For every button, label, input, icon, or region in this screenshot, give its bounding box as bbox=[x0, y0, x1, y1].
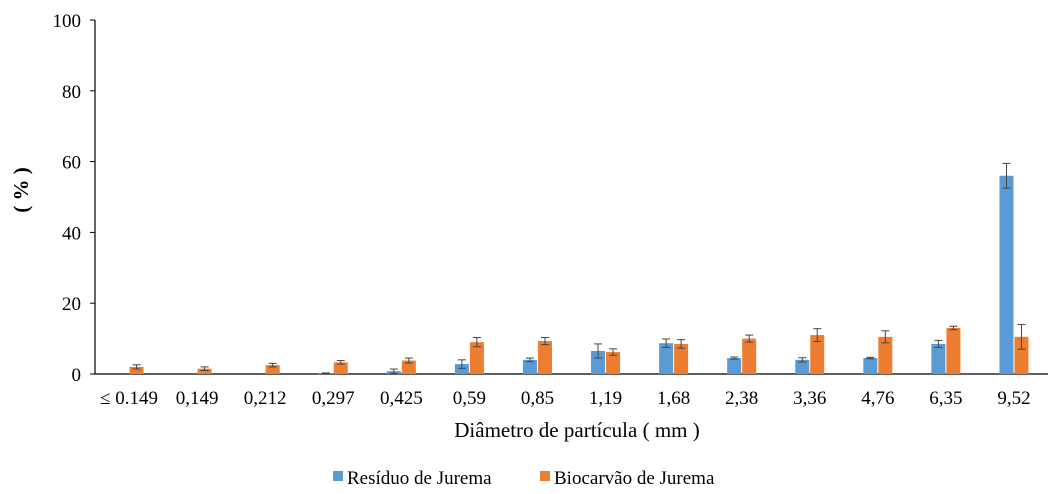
x-tick-label: 0,149 bbox=[176, 388, 219, 409]
bar-biocarvao bbox=[129, 366, 144, 374]
x-tick-label: 1,19 bbox=[589, 388, 622, 409]
bar-residuo bbox=[795, 359, 810, 374]
bar-residuo bbox=[454, 364, 469, 374]
x-tick-label: 3,36 bbox=[793, 388, 826, 409]
bar-residuo bbox=[999, 175, 1014, 374]
bar-biocarvao bbox=[606, 352, 621, 374]
x-tick-label: 1,68 bbox=[657, 388, 690, 409]
x-tick-label: 0,59 bbox=[453, 388, 486, 409]
bar-biocarvao bbox=[333, 362, 348, 374]
y-axis-title: ( % ) bbox=[9, 167, 33, 213]
bar-biocarvao bbox=[197, 368, 212, 374]
y-tick-label: 0 bbox=[72, 365, 82, 386]
bar-residuo bbox=[522, 359, 537, 374]
x-tick-label: 0,425 bbox=[380, 388, 423, 409]
y-tick-label: 40 bbox=[62, 223, 81, 244]
y-tick-label: 80 bbox=[62, 82, 81, 103]
bar-biocarvao bbox=[674, 343, 689, 374]
bar-residuo bbox=[931, 343, 946, 374]
bar-biocarvao bbox=[537, 341, 552, 374]
x-tick-label: 2,38 bbox=[725, 388, 758, 409]
legend-swatch-residuo bbox=[333, 471, 343, 481]
bar-biocarvao bbox=[810, 335, 825, 374]
x-axis-title: Diâmetro de partícula ( mm ) bbox=[454, 418, 700, 442]
bar-residuo bbox=[591, 350, 606, 374]
bar-residuo bbox=[863, 358, 878, 374]
legend-label-biocarvao: Biocarvão de Jurema bbox=[554, 468, 715, 489]
legend: Resíduo de Jurema Biocarvão de Jurema bbox=[333, 468, 715, 489]
bar-residuo bbox=[659, 343, 674, 374]
y-tick-label: 100 bbox=[53, 11, 82, 32]
bar-biocarvao bbox=[469, 342, 484, 374]
bar-biocarvao bbox=[1014, 336, 1029, 374]
x-tick-label: 0,85 bbox=[521, 388, 554, 409]
y-tick-label: 20 bbox=[62, 294, 81, 315]
plot-area: 0 20 40 60 80 100 ≤ 0.149 0,149 0,212 0,297 0,425 0… bbox=[53, 11, 1048, 409]
x-tick-label: 6,35 bbox=[929, 388, 962, 409]
x-tick-label: 0,297 bbox=[312, 388, 355, 409]
x-tick-label: ≤ 0.149 bbox=[100, 388, 158, 409]
bar-biocarvao bbox=[946, 327, 961, 374]
x-tick-label: 9,52 bbox=[997, 388, 1030, 409]
bar-biocarvao bbox=[265, 365, 280, 374]
bar-residuo bbox=[727, 358, 742, 374]
legend-swatch-biocarvao bbox=[540, 471, 550, 481]
x-tick-label: 0,212 bbox=[244, 388, 287, 409]
bar-biocarvao bbox=[401, 360, 416, 374]
bar-biocarvao bbox=[878, 336, 893, 374]
x-tick-label: 4,76 bbox=[861, 388, 894, 409]
y-tick-label: 60 bbox=[62, 153, 81, 174]
bar-biocarvao bbox=[742, 338, 757, 374]
legend-label-residuo: Resíduo de Jurema bbox=[347, 468, 492, 489]
